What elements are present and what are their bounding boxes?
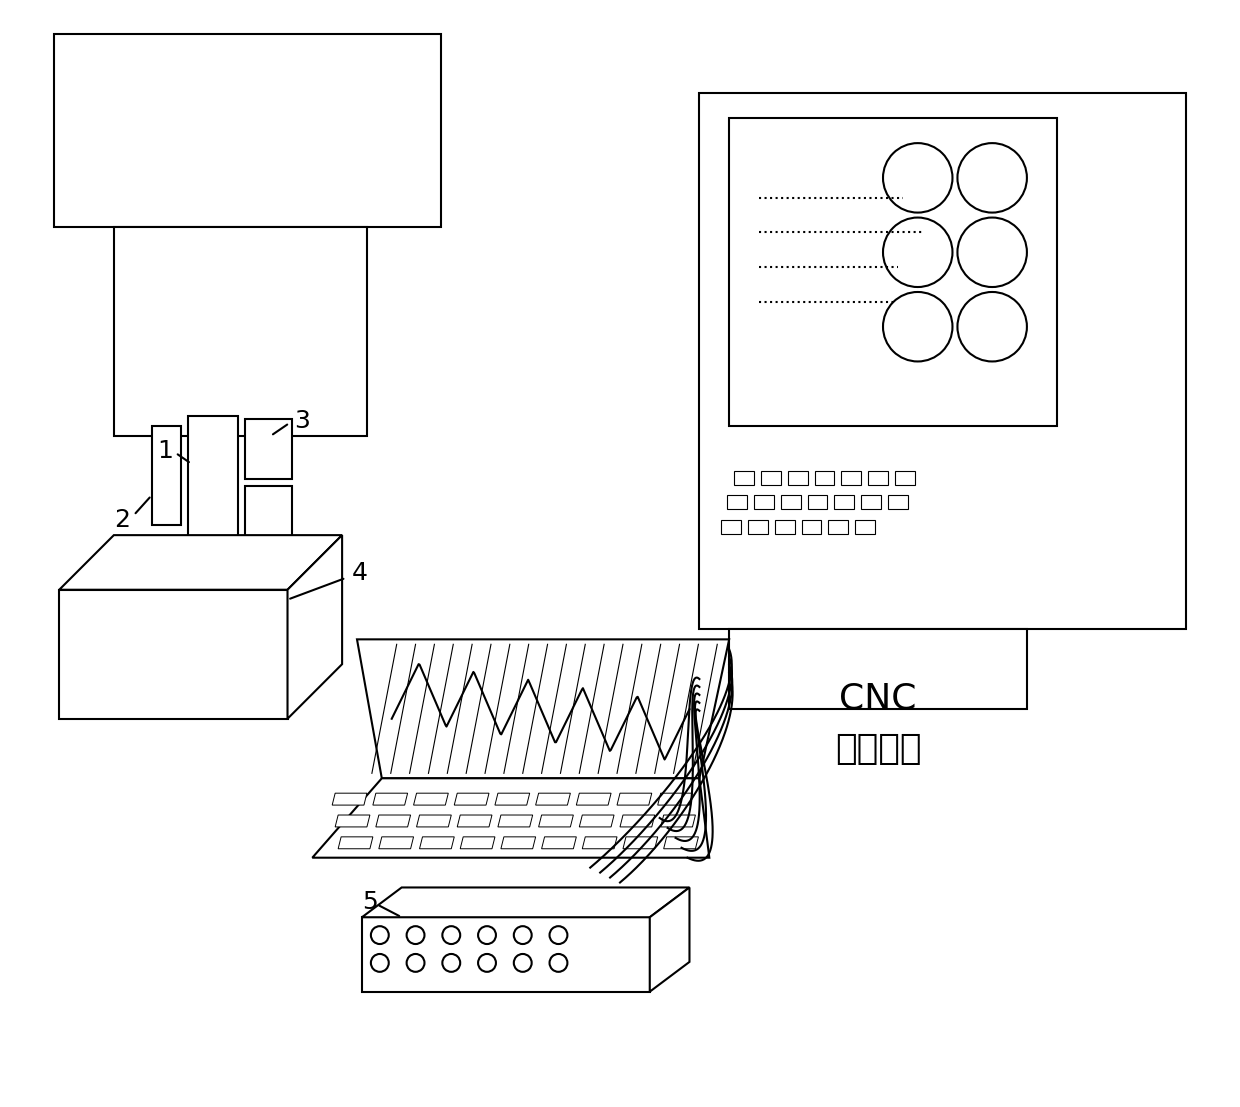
- Bar: [55, 34, 441, 227]
- Bar: [188, 416, 238, 550]
- Polygon shape: [335, 815, 370, 827]
- Polygon shape: [288, 535, 342, 718]
- Polygon shape: [661, 815, 696, 827]
- Polygon shape: [417, 815, 451, 827]
- Polygon shape: [454, 794, 489, 805]
- Bar: [828, 520, 848, 535]
- Bar: [362, 918, 650, 992]
- Bar: [244, 486, 293, 545]
- Bar: [722, 520, 742, 535]
- Polygon shape: [339, 837, 373, 849]
- Polygon shape: [419, 837, 454, 849]
- Polygon shape: [332, 794, 367, 805]
- Polygon shape: [663, 837, 698, 849]
- Bar: [895, 470, 915, 485]
- Bar: [198, 545, 229, 600]
- Bar: [244, 420, 293, 478]
- Text: 4: 4: [352, 561, 368, 584]
- Bar: [748, 520, 768, 535]
- Text: 5: 5: [362, 890, 378, 914]
- Polygon shape: [583, 837, 618, 849]
- Polygon shape: [495, 794, 529, 805]
- Polygon shape: [622, 837, 657, 849]
- Bar: [761, 470, 781, 485]
- Polygon shape: [657, 794, 692, 805]
- Text: 数控系统: 数控系统: [835, 732, 921, 766]
- Polygon shape: [60, 535, 342, 590]
- Bar: [699, 93, 1185, 630]
- Bar: [815, 470, 835, 485]
- Polygon shape: [501, 837, 536, 849]
- Bar: [775, 520, 795, 535]
- Polygon shape: [620, 815, 655, 827]
- Polygon shape: [538, 815, 573, 827]
- Bar: [856, 520, 875, 535]
- Bar: [835, 496, 854, 509]
- Bar: [861, 496, 882, 509]
- Polygon shape: [312, 778, 709, 858]
- Polygon shape: [373, 794, 408, 805]
- Polygon shape: [498, 815, 533, 827]
- Bar: [729, 630, 1027, 708]
- Bar: [729, 118, 1056, 426]
- Text: 3: 3: [294, 408, 310, 433]
- Bar: [60, 590, 288, 718]
- Polygon shape: [414, 794, 449, 805]
- Polygon shape: [650, 888, 689, 992]
- Polygon shape: [376, 815, 410, 827]
- Polygon shape: [618, 794, 652, 805]
- Bar: [841, 470, 861, 485]
- Polygon shape: [379, 837, 414, 849]
- Polygon shape: [362, 888, 689, 918]
- Polygon shape: [460, 837, 495, 849]
- Bar: [151, 426, 181, 525]
- Bar: [114, 227, 367, 436]
- Polygon shape: [542, 837, 577, 849]
- Bar: [868, 470, 888, 485]
- Text: CNC: CNC: [839, 682, 916, 716]
- Polygon shape: [579, 815, 614, 827]
- Bar: [801, 520, 821, 535]
- Polygon shape: [536, 794, 570, 805]
- Bar: [754, 496, 774, 509]
- Polygon shape: [458, 815, 492, 827]
- Polygon shape: [357, 640, 729, 778]
- Bar: [781, 496, 801, 509]
- Bar: [787, 470, 807, 485]
- Bar: [727, 496, 746, 509]
- Bar: [807, 496, 827, 509]
- Bar: [888, 496, 908, 509]
- Text: 2: 2: [114, 508, 130, 532]
- Bar: [734, 470, 754, 485]
- Text: 1: 1: [157, 438, 174, 463]
- Polygon shape: [577, 794, 611, 805]
